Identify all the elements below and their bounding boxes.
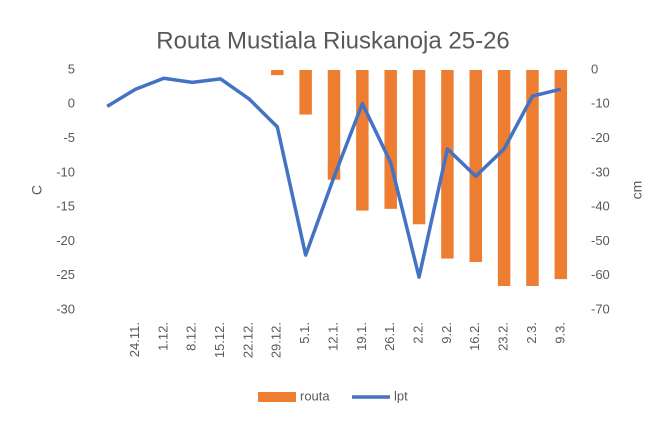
x-tick-label: 19.1. bbox=[354, 322, 369, 351]
y2-tick-label: -20 bbox=[591, 130, 610, 145]
x-tick-label: 8.12. bbox=[184, 322, 199, 351]
bar bbox=[412, 70, 426, 225]
bar bbox=[327, 70, 341, 180]
y-tick-label: 0 bbox=[68, 96, 75, 111]
bar bbox=[384, 70, 397, 209]
legend-swatch bbox=[258, 392, 296, 402]
bar bbox=[299, 70, 312, 115]
y2-tick-label: -60 bbox=[591, 267, 610, 282]
chart-title: Routa Mustiala Riuskanoja 25-26 bbox=[156, 27, 510, 54]
bar bbox=[497, 70, 511, 286]
legend-label: lpt bbox=[394, 388, 408, 403]
bar bbox=[554, 70, 568, 280]
y-tick-label: -15 bbox=[56, 199, 75, 214]
y2-tick-label: -40 bbox=[591, 199, 610, 214]
x-tick-label: 23.2. bbox=[496, 322, 511, 351]
line bbox=[106, 76, 562, 279]
x-tick-label: 24.11. bbox=[127, 322, 142, 357]
y2-tick-label: -50 bbox=[591, 233, 610, 248]
x-tick-label: 9.3. bbox=[552, 322, 567, 344]
bar bbox=[469, 70, 483, 262]
y2-tick-label: -10 bbox=[591, 96, 610, 111]
y-tick-label: 5 bbox=[68, 61, 75, 76]
y-tick-label: -5 bbox=[63, 130, 75, 145]
x-tick-label: 1.12. bbox=[155, 322, 170, 351]
y-tick-label: -10 bbox=[56, 164, 75, 179]
x-tick-label: 12.1. bbox=[325, 322, 340, 351]
x-tick-label: 26.1. bbox=[382, 322, 397, 351]
y-tick-label: -30 bbox=[56, 301, 75, 316]
y-tick-label: -25 bbox=[56, 267, 75, 282]
x-tick-label: 9.2. bbox=[439, 322, 454, 344]
y2-axis-label: cm bbox=[629, 181, 645, 200]
bar bbox=[356, 70, 369, 211]
x-tick-label: 22.12. bbox=[240, 322, 255, 358]
x-tick-label: 2.2. bbox=[410, 322, 425, 344]
legend-label: routa bbox=[300, 388, 330, 403]
x-tick-label: 16.2. bbox=[467, 322, 482, 351]
bar bbox=[441, 70, 454, 259]
y-tick-label: -20 bbox=[56, 233, 75, 248]
x-tick-label: 15.12. bbox=[212, 322, 227, 358]
x-tick-label: 29.12. bbox=[269, 322, 284, 358]
x-tick-label: 5.1. bbox=[297, 322, 312, 344]
bar bbox=[526, 70, 539, 286]
y-axis-label: C bbox=[29, 185, 45, 195]
y2-tick-label: -30 bbox=[591, 164, 610, 179]
y2-tick-label: 0 bbox=[591, 61, 598, 76]
y2-tick-label: -70 bbox=[591, 301, 610, 316]
x-tick-label: 2.3. bbox=[524, 322, 539, 344]
bar bbox=[271, 70, 284, 76]
